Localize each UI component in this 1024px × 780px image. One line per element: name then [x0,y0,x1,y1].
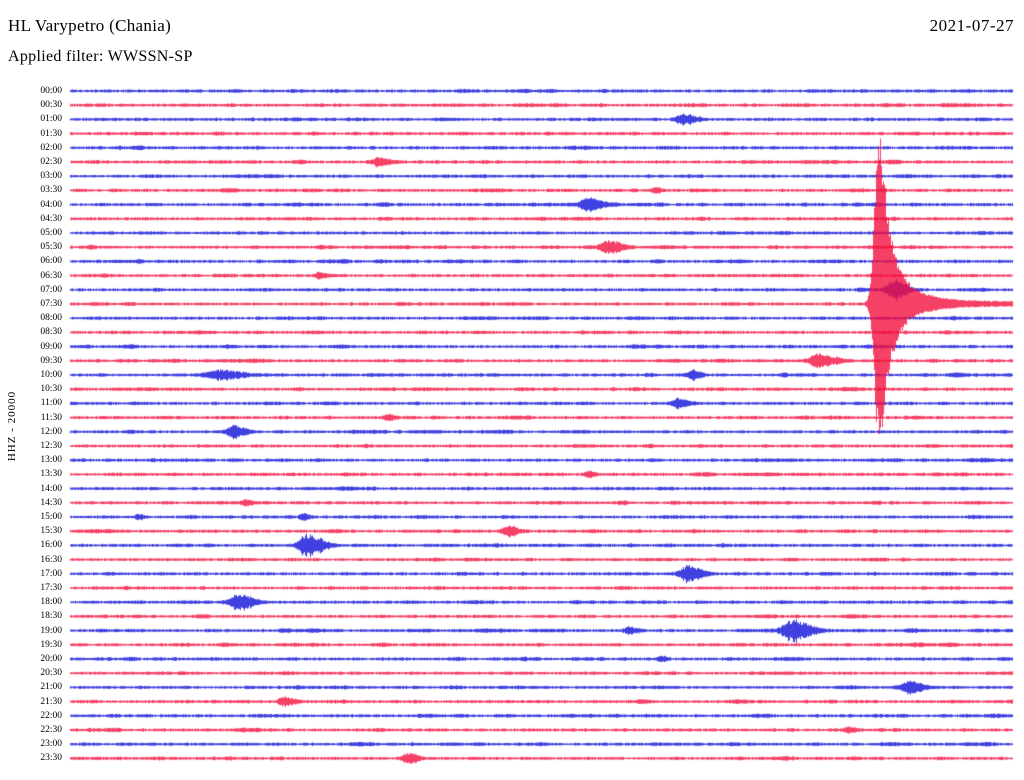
row-time-label: 04:00 [40,199,62,210]
row-time-label: 23:00 [40,739,62,750]
row-time-label: 17:00 [40,568,62,579]
row-time-label: 15:00 [40,512,62,522]
row-time-label: 20:30 [40,668,62,679]
row-time-label: 14:30 [40,497,62,508]
row-time-label: 19:30 [40,639,62,650]
row-time-label: 12:30 [40,441,62,451]
row-time-label: 02:00 [40,142,62,153]
row-time-label: 22:30 [40,725,62,735]
row-time-label: 18:00 [40,597,62,608]
row-time-label: 00:30 [40,100,62,111]
row-time-label: 22:00 [40,710,62,721]
row-time-label: 10:30 [40,384,62,395]
row-time-label: 13:30 [40,469,62,480]
row-time-label: 11:30 [40,412,62,423]
row-time-label: 12:00 [40,426,62,437]
row-time-label: 07:00 [40,284,62,295]
row-time-label: 21:00 [40,682,62,693]
row-time-label: 04:30 [40,213,62,224]
row-time-label: 09:30 [40,355,62,366]
row-time-label: 20:00 [40,654,62,664]
row-time-label: 11:00 [40,398,62,409]
row-time-label: 03:00 [40,171,62,182]
row-time-label: 08:00 [40,313,62,324]
row-time-label: 16:00 [40,540,62,551]
row-time-label: 06:30 [40,270,62,281]
row-time-label: 05:00 [40,228,62,238]
row-time-label: 07:30 [40,299,62,309]
row-time-label: 06:00 [40,256,62,267]
row-time-label: 05:30 [40,242,62,253]
row-time-label: 09:00 [40,341,62,352]
row-time-label: 19:00 [40,625,62,636]
row-time-label: 02:30 [40,157,62,167]
row-time-label: 01:30 [40,128,62,139]
row-time-label: 23:30 [40,753,62,764]
row-time-label: 21:30 [40,696,62,707]
row-time-label: 15:30 [40,526,62,537]
row-time-label: 16:30 [40,554,62,565]
row-time-label: 08:30 [40,327,62,338]
row-time-label: 00:00 [40,86,62,96]
row-time-label: 03:30 [40,185,62,196]
row-time-label: 18:30 [40,611,62,622]
row-time-label: 13:00 [40,455,62,466]
row-time-label: 17:30 [40,583,62,593]
row-time-label: 10:00 [40,370,62,380]
row-time-label: 14:00 [40,483,62,494]
row-time-label: 01:00 [40,114,62,125]
